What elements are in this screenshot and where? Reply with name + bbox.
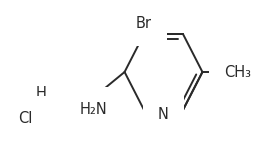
Text: H: H [35, 85, 46, 101]
Text: Br: Br [136, 16, 152, 31]
Text: CH₃: CH₃ [224, 65, 251, 79]
Text: Cl: Cl [18, 111, 33, 126]
Text: H₂N: H₂N [80, 102, 107, 117]
Text: N: N [158, 107, 169, 122]
